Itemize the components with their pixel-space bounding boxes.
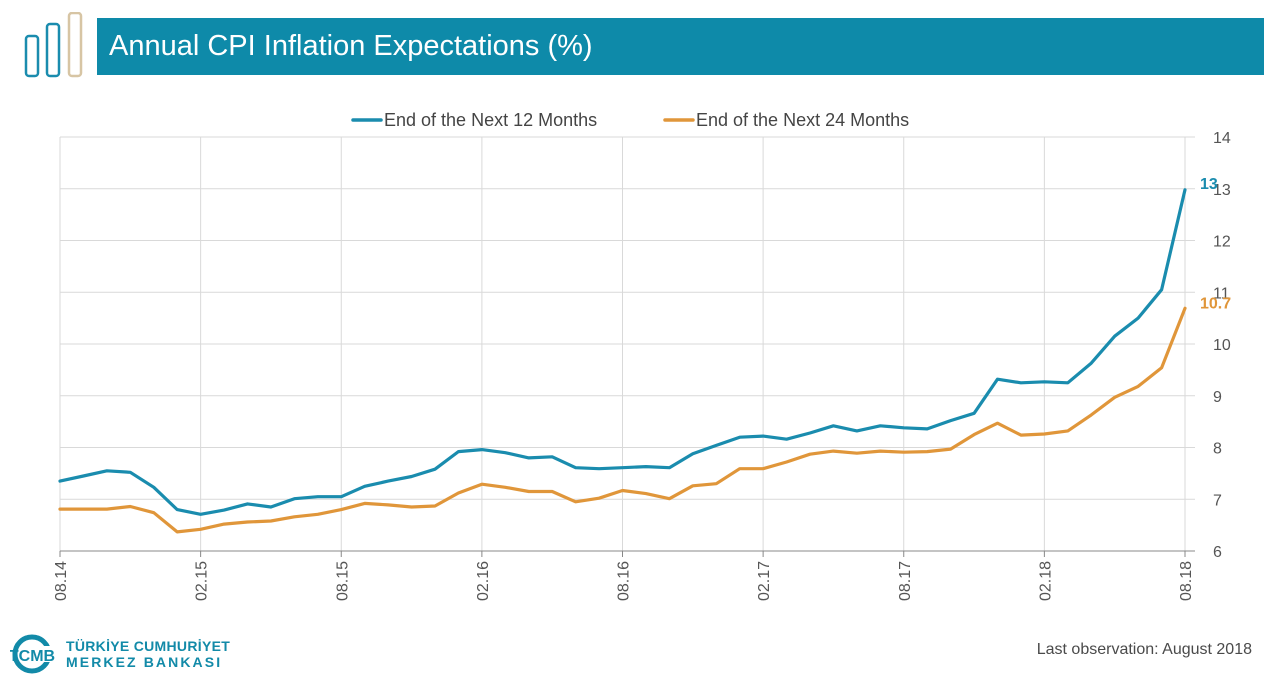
x-tick-label: 08.15 <box>334 561 351 601</box>
series-end-label: 13 <box>1200 176 1218 193</box>
y-tick-label: 13 <box>1213 182 1231 199</box>
x-tick-label: 02.15 <box>194 561 211 601</box>
line-chart: 6 7 8 9 10 11 12 13 14 08.14 02.15 08.15 02.16 08.16 0… <box>53 110 1231 601</box>
x-tick-label: 08.17 <box>897 561 914 601</box>
legend-label: End of the Next 12 Months <box>384 110 597 130</box>
x-tick-label: 08.16 <box>616 561 633 601</box>
central-bank-name: TÜRKİYE CUMHURİYET MERKEZ BANKASI <box>66 638 230 670</box>
chart-lines: 13 10.7 <box>58 176 1231 534</box>
x-tick-label: 02.18 <box>1037 561 1054 601</box>
legend-label: End of the Next 24 Months <box>696 110 909 130</box>
y-tick-label: 12 <box>1213 234 1231 251</box>
y-tick-label: 14 <box>1213 130 1231 147</box>
x-tick-label: 02.17 <box>756 561 773 601</box>
y-tick-label: 8 <box>1213 441 1222 458</box>
chart-grid <box>59 136 1195 551</box>
y-tick-label: 6 <box>1213 544 1222 561</box>
chart-axes: 6 7 8 9 10 11 12 13 14 08.14 02.15 08.15 02.16 08.16 0… <box>53 130 1231 601</box>
bank-name-line2: MERKEZ BANKASI <box>66 654 223 670</box>
logo-bars-icon <box>24 12 83 78</box>
y-tick-label: 11 <box>1213 285 1230 302</box>
title-bar: Annual CPI Inflation Expectations (%) <box>97 18 1264 75</box>
central-bank-logo-icon: TCMB <box>10 634 60 674</box>
x-tick-label: 08.18 <box>1178 561 1195 601</box>
y-tick-label: 7 <box>1213 492 1222 509</box>
y-tick-label: 9 <box>1213 389 1222 406</box>
bank-name-line1: TÜRKİYE CUMHURİYET <box>66 638 231 654</box>
y-tick-label: 10 <box>1213 337 1231 354</box>
x-tick-label: 02.16 <box>475 561 492 601</box>
x-tick-label: 08.14 <box>53 561 70 601</box>
chart-title: Annual CPI Inflation Expectations (%) <box>109 30 593 62</box>
chart-legend: End of the Next 12 Months End of the Next… <box>351 110 909 130</box>
series-end-label: 10.7 <box>1200 295 1231 312</box>
logo-letters: TCMB <box>10 648 55 665</box>
last-observation-note: Last observation: August 2018 <box>1036 641 1252 658</box>
series-line-12m <box>58 188 1187 516</box>
series-line-24m <box>58 306 1187 534</box>
